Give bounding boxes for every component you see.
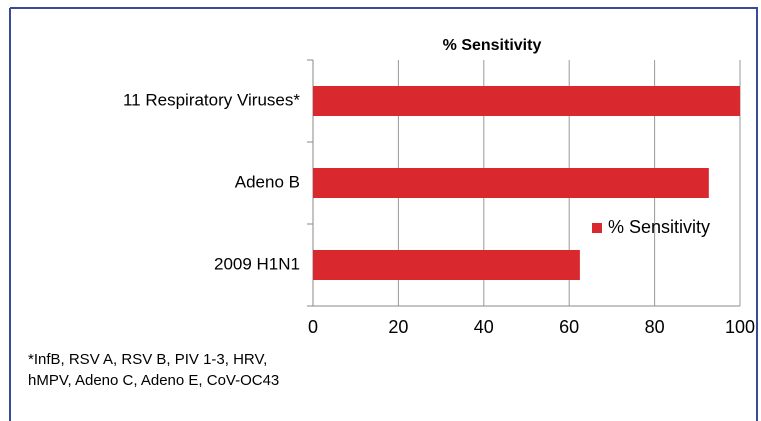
- bar: [313, 168, 709, 198]
- x-tick-label: 20: [388, 317, 408, 337]
- y-tick-label: 11 Respiratory Viruses*: [123, 90, 300, 109]
- x-tick-label: 80: [645, 317, 665, 337]
- y-tick-label: Adeno B: [235, 172, 300, 191]
- x-tick-label: 60: [559, 317, 579, 337]
- footnote: *InfB, RSV A, RSV B, PIV 1-3, HRV,: [28, 351, 267, 368]
- footnote: hMPV, Adeno C, Adeno E, CoV-OC43: [28, 372, 279, 389]
- x-tick-label: 100: [725, 317, 755, 337]
- bar: [313, 250, 580, 280]
- legend-swatch: [592, 223, 602, 233]
- y-tick-label: 2009 H1N1: [214, 254, 300, 273]
- x-tick-label: 0: [308, 317, 318, 337]
- legend-label: % Sensitivity: [608, 217, 710, 237]
- bar: [313, 86, 740, 116]
- x-tick-label: 40: [474, 317, 494, 337]
- chart-title: % Sensitivity: [443, 37, 542, 54]
